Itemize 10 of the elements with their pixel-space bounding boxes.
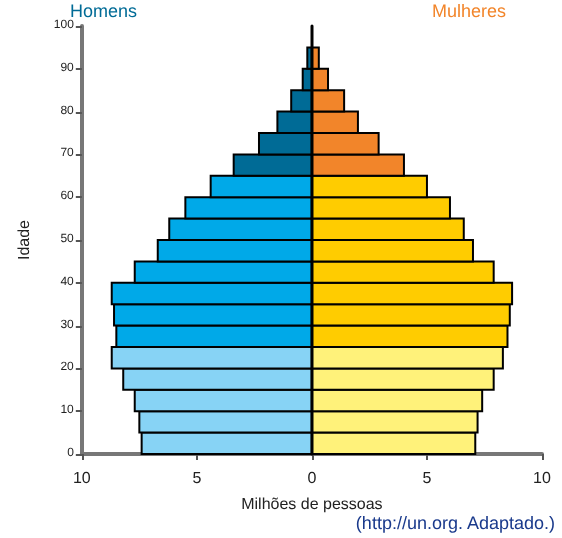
- x-tick-label: 5: [192, 469, 203, 487]
- x-tick-label: 5: [422, 469, 433, 487]
- text: Homens: [70, 1, 139, 21]
- x-tick-label: 0: [307, 469, 318, 487]
- y-axis-title: Idade: [15, 218, 33, 261]
- x-tick-label: 10: [533, 469, 552, 487]
- x-tick-label: 10: [72, 469, 92, 487]
- text: (http://un.org. Adaptado.): [355, 513, 556, 533]
- x-axis-title: Milhões de pessoas: [241, 494, 383, 513]
- text: Mulheres: [431, 1, 507, 21]
